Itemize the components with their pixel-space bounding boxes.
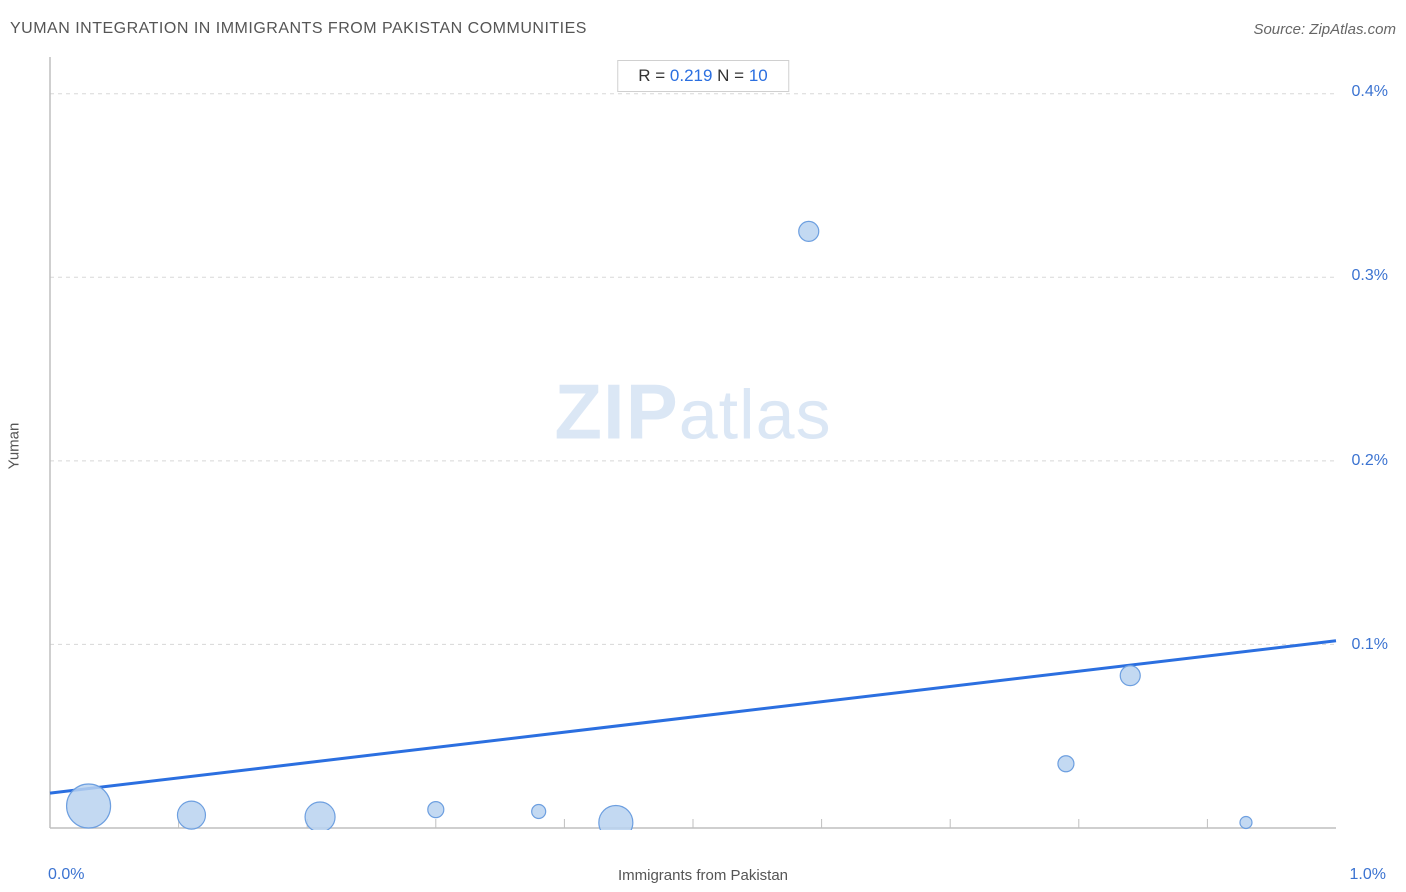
- y-axis-label: Yuman: [6, 423, 23, 470]
- stats-box: R = 0.219 N = 10: [617, 60, 789, 92]
- y-tick-label: 0.4%: [1352, 83, 1388, 101]
- x-tick-right: 1.0%: [1350, 866, 1386, 884]
- y-tick-label: 0.2%: [1352, 452, 1388, 470]
- n-value: 10: [749, 66, 768, 85]
- scatter-plot: [48, 55, 1338, 830]
- n-label: N =: [712, 66, 748, 85]
- x-axis-label: Immigrants from Pakistan: [618, 867, 788, 884]
- y-tick-label: 0.1%: [1352, 636, 1388, 654]
- chart-header: YUMAN INTEGRATION IN IMMIGRANTS FROM PAK…: [10, 20, 1396, 38]
- x-tick-left: 0.0%: [48, 866, 84, 884]
- source-label: Source: ZipAtlas.com: [1253, 21, 1396, 38]
- r-value: 0.219: [670, 66, 713, 85]
- r-label: R =: [638, 66, 670, 85]
- y-tick-label: 0.3%: [1352, 267, 1388, 285]
- chart-area: ZIPatlas: [48, 55, 1338, 830]
- chart-title: YUMAN INTEGRATION IN IMMIGRANTS FROM PAK…: [10, 20, 587, 38]
